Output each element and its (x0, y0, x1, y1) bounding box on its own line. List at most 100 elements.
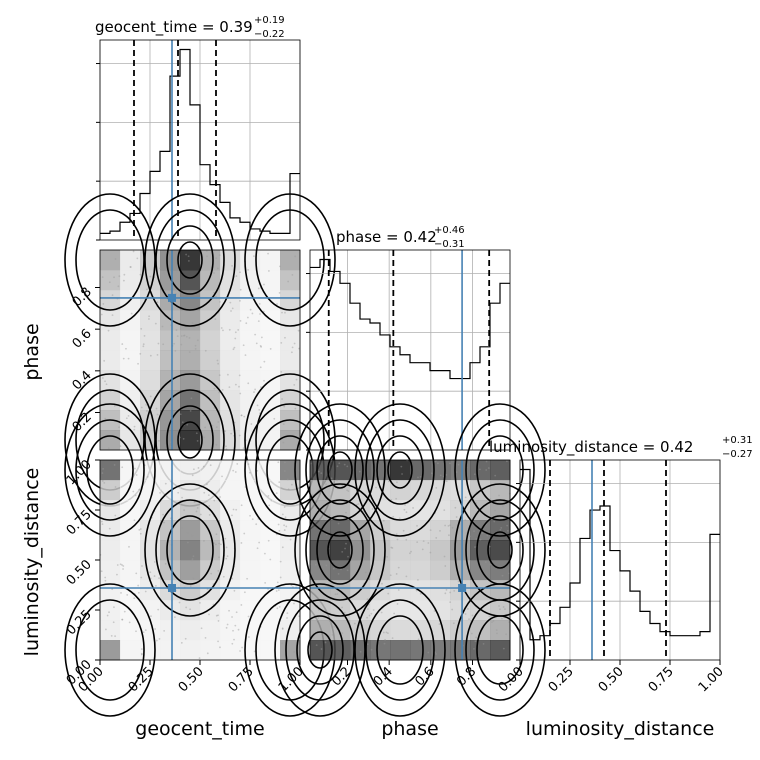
scatter-point (113, 404, 116, 407)
scatter-point (427, 542, 430, 544)
scatter-point (215, 443, 218, 446)
contour-line (86, 435, 134, 505)
scatter-point (196, 339, 199, 342)
scatter-point (459, 543, 462, 545)
scatter-point (293, 342, 296, 345)
contour-line (64, 583, 156, 717)
xlabel-geocent-time: geocent_time (135, 718, 264, 740)
scatter-point (230, 310, 232, 312)
scatter-point (139, 273, 142, 276)
density-cell (490, 640, 511, 661)
truth-marker (168, 293, 176, 302)
scatter-point (216, 359, 219, 362)
density-cell (470, 640, 491, 661)
scatter-point (161, 421, 163, 424)
title-phase-sup: +0.46 (434, 225, 465, 236)
scatter-point (331, 633, 334, 636)
density-cell (100, 290, 121, 311)
scatter-point (341, 485, 344, 488)
density-cell (430, 560, 451, 581)
scatter-point (102, 468, 104, 470)
scatter-point (234, 471, 237, 473)
scatter-point (232, 348, 235, 351)
density-cell (180, 640, 201, 661)
density-cell (100, 460, 121, 481)
scatter-point (195, 432, 198, 435)
scatter-point (359, 650, 362, 653)
scatter-point (448, 534, 450, 537)
histogram-step (520, 468, 720, 641)
density-cell (240, 290, 261, 311)
density-cell (370, 560, 391, 581)
scatter-point (468, 618, 470, 621)
scatter-point (455, 516, 458, 518)
density-cell (410, 560, 431, 581)
scatter-point (121, 618, 124, 621)
scatter-point (247, 463, 250, 466)
density-cell (160, 540, 181, 561)
scatter-point (494, 474, 497, 477)
scatter-point (392, 515, 395, 518)
scatter-point (117, 285, 120, 288)
scatter-point (383, 642, 386, 645)
scatter-point (395, 573, 398, 575)
density-cell (220, 460, 241, 481)
density-cell (100, 350, 121, 371)
density-cell (100, 310, 121, 331)
scatter-point (397, 589, 400, 591)
panel-frame (309, 249, 511, 451)
scatter-point (263, 360, 266, 363)
density-cell (490, 540, 511, 561)
scatter-point (203, 491, 206, 494)
density-cell (220, 370, 241, 391)
scatter-point (105, 642, 108, 645)
scatter-point (499, 608, 501, 611)
density-cell (160, 250, 181, 271)
scatter-point (500, 526, 503, 529)
scatter-point (100, 570, 103, 573)
scatter-point (149, 395, 152, 398)
density-cell (160, 620, 181, 641)
scatter-point (156, 301, 159, 304)
scatter-point (280, 371, 283, 373)
density-cell (220, 330, 241, 351)
scatter-point (464, 613, 467, 615)
scatter-point (398, 517, 401, 520)
scatter-point (204, 636, 207, 639)
scatter-point (346, 465, 349, 468)
density-cell (120, 560, 141, 581)
scatter-point (256, 469, 259, 472)
scatter-point (234, 383, 237, 386)
scatter-point (491, 621, 493, 624)
density-cell (120, 330, 141, 351)
scatter-point (215, 426, 218, 428)
y-tick-label: 0.6 (70, 326, 95, 351)
scatter-point (191, 559, 193, 562)
scatter-point (506, 529, 509, 532)
ylabel-luminosity-distance: luminosity_distance (21, 468, 43, 657)
scatter-point (325, 483, 327, 486)
density-cell (330, 520, 351, 541)
scatter-point (245, 322, 248, 325)
scatter-point (317, 617, 320, 619)
density-cell (280, 330, 301, 351)
density-cell (450, 620, 471, 641)
density-cell (140, 520, 161, 541)
scatter-point (140, 406, 143, 409)
scatter-point (444, 592, 447, 595)
density-cell (240, 540, 261, 561)
density-cell (390, 500, 411, 521)
scatter-point (225, 626, 228, 629)
scatter-point (353, 622, 356, 625)
density-cell (100, 430, 121, 451)
scatter-point (409, 552, 411, 555)
truth-marker (458, 584, 467, 592)
scatter-point (218, 542, 221, 545)
scatter-point (195, 510, 198, 513)
y-tick-label: 0.4 (70, 368, 95, 393)
scatter-point (497, 516, 499, 519)
scatter-point (289, 538, 292, 541)
scatter-point (468, 535, 471, 538)
density-cell (120, 250, 141, 271)
scatter-point (287, 488, 290, 491)
